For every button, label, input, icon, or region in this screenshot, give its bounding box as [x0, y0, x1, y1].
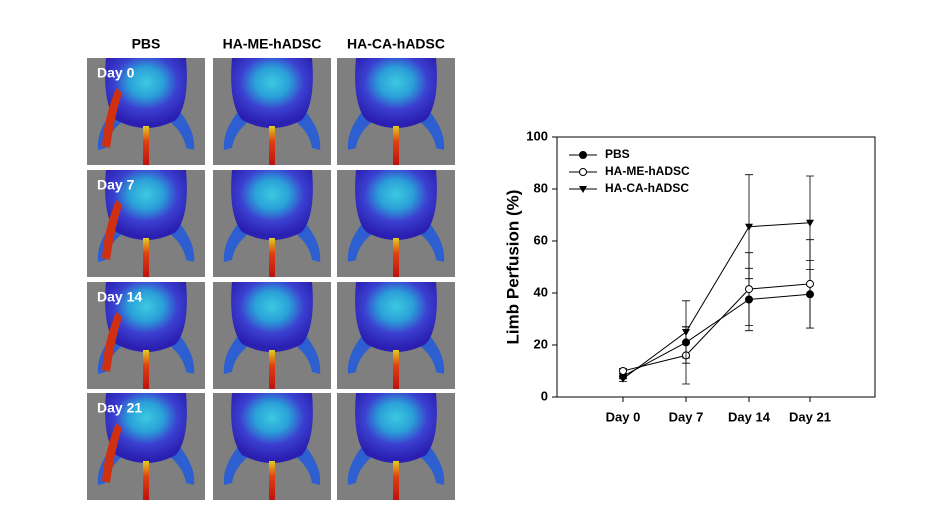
hind-limb — [168, 448, 195, 485]
legend-label: HA-ME-hADSC — [605, 164, 690, 178]
hind-limb — [347, 225, 374, 262]
column-header: PBS — [132, 36, 161, 52]
plot-frame — [556, 136, 876, 398]
y-tick-label: 80 — [534, 180, 548, 195]
tail — [393, 350, 399, 389]
mouse-body — [105, 58, 187, 128]
tail — [269, 126, 275, 165]
hind-limb — [223, 113, 250, 150]
image-grid: PBS HA-ME-hADSC HA-CA-hADSC Day 0 Day 7 Day 1… — [87, 36, 455, 500]
perfusion-image — [337, 282, 455, 389]
ischemic-limb — [102, 200, 122, 260]
hind-limb — [418, 337, 445, 374]
perfusion-image — [337, 58, 455, 165]
tail — [269, 238, 275, 277]
y-tick-label: 40 — [534, 284, 548, 299]
marker — [579, 186, 587, 193]
hind-limb — [347, 448, 374, 485]
mouse-body — [105, 282, 187, 352]
perfusion-image — [337, 393, 455, 500]
hind-limb — [347, 113, 374, 150]
hind-limb — [168, 113, 195, 150]
hind-limb — [223, 337, 250, 374]
marker — [745, 223, 753, 231]
tail — [269, 461, 275, 500]
tail — [393, 126, 399, 165]
column-header: HA-ME-hADSC — [223, 36, 322, 52]
legend-label: PBS — [605, 147, 630, 161]
x-tick-label: Day 0 — [606, 409, 641, 424]
marker — [619, 375, 627, 383]
tail — [143, 126, 149, 165]
hind-limb — [418, 225, 445, 262]
marker — [745, 285, 753, 294]
hind-limb — [294, 337, 321, 374]
ischemic-limb — [102, 312, 122, 372]
perfusion-image — [337, 170, 455, 277]
mouse-body — [231, 393, 313, 463]
tail — [143, 461, 149, 500]
hind-limb — [294, 225, 321, 262]
perfusion-image — [213, 170, 331, 277]
mouse-body — [231, 170, 313, 240]
hind-limb — [223, 448, 250, 485]
mouse-body — [231, 58, 313, 128]
perfusion-image — [87, 393, 205, 500]
perfusion-image — [213, 58, 331, 165]
hind-limb — [347, 337, 374, 374]
y-tick-label: 20 — [534, 336, 548, 351]
marker — [806, 219, 814, 227]
hind-limb — [294, 448, 321, 485]
marker — [682, 329, 690, 336]
series-line — [622, 293, 811, 377]
hind-limb — [223, 225, 250, 262]
mouse-body — [355, 58, 437, 128]
tail — [143, 350, 149, 389]
x-tick-label: Day 7 — [669, 409, 704, 424]
tail — [269, 350, 275, 389]
y-axis-label: Limb Perfusion (%) — [503, 190, 522, 345]
ischemic-limb — [102, 88, 122, 148]
perfusion-image — [213, 282, 331, 389]
marker — [579, 151, 587, 159]
row-label: Day 0 — [97, 65, 135, 81]
hind-limb — [418, 113, 445, 150]
perfusion-image — [87, 170, 205, 277]
column-header: HA-CA-hADSC — [347, 36, 445, 52]
tail — [143, 238, 149, 277]
x-tick-label: Day 21 — [789, 409, 831, 424]
mouse-body — [105, 393, 187, 463]
x-tick-label: Day 14 — [728, 409, 771, 424]
hind-limb — [294, 113, 321, 150]
ischemic-limb — [102, 423, 122, 483]
mouse-body — [355, 393, 437, 463]
mouse-body — [105, 170, 187, 240]
marker — [579, 168, 587, 176]
series-line — [622, 283, 811, 372]
hind-limb — [168, 337, 195, 374]
perfusion-image — [87, 282, 205, 389]
y-tick-label: 60 — [534, 232, 548, 247]
series-line — [622, 222, 811, 380]
row-label: Day 14 — [97, 289, 142, 305]
perfusion-image — [213, 393, 331, 500]
perfusion-image — [87, 58, 205, 165]
row-label: Day 21 — [97, 400, 142, 416]
row-label: Day 7 — [97, 177, 135, 193]
marker — [806, 279, 814, 288]
legend-label: HA-CA-hADSC — [605, 181, 689, 195]
hind-limb — [168, 225, 195, 262]
line-chart: 0 20 40 60 80 100 Day 0 Day 7 Day 14 Day 21 Limb P… — [503, 128, 876, 424]
marker — [619, 367, 627, 375]
tail — [393, 238, 399, 277]
tail — [393, 461, 399, 500]
mouse-body — [355, 282, 437, 352]
y-tick-label: 100 — [526, 128, 548, 143]
mouse-body — [231, 282, 313, 352]
hind-limb — [418, 448, 445, 485]
mouse-body — [355, 170, 437, 240]
y-tick-label: 0 — [541, 388, 548, 403]
